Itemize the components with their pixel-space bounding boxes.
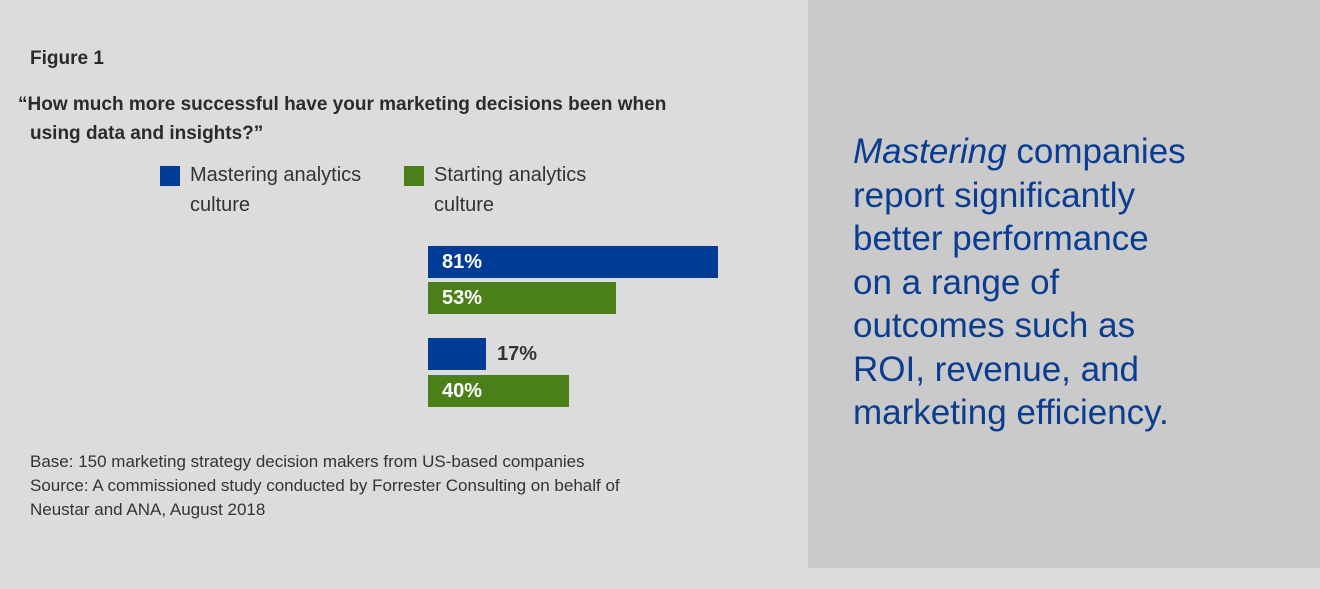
- legend-item-mastering: Mastering analytics culture: [160, 164, 361, 220]
- base-note: Base: 150 marketing strategy decision ma…: [30, 452, 585, 471]
- callout-panel: [808, 0, 1320, 568]
- legend-swatch-starting: [404, 166, 424, 186]
- callout-italic: Mastering: [853, 132, 1007, 171]
- bar-value: 40%: [442, 380, 483, 402]
- legend-label-mastering-2: culture: [190, 194, 251, 216]
- bar-starting-substantially: 53%: [428, 282, 616, 314]
- source-note-1: Source: A commissioned study conducted b…: [30, 476, 620, 495]
- source-note-2: Neustar and ANA, August 2018: [30, 500, 266, 519]
- legend-swatch-mastering: [160, 166, 180, 186]
- bar-starting-slightly: 40%: [428, 375, 569, 407]
- source-notes: Base: 150 marketing strategy decision ma…: [30, 450, 620, 522]
- legend-item-starting: Starting analytics culture: [404, 164, 586, 220]
- chart-question: “How much more successful have your mark…: [18, 90, 778, 148]
- callout-text: Mastering companies report significantly…: [853, 132, 1186, 432]
- bar-value: 17%: [497, 343, 538, 365]
- legend-label-starting-1: Starting analytics: [434, 164, 587, 186]
- legend-label-mastering-1: Mastering analytics: [190, 164, 362, 186]
- figure-panel: Figure 1 “How much more successful have …: [18, 48, 778, 522]
- question-line-2: using data and insights?”: [30, 123, 264, 144]
- bar-value: 53%: [442, 287, 483, 309]
- bar-mastering-slightly: 17%: [428, 338, 537, 370]
- figure-label: Figure 1: [30, 48, 104, 69]
- bar-value: 81%: [442, 251, 483, 273]
- question-line-1: “How much more successful have your mark…: [18, 94, 667, 115]
- legend-label-starting-2: culture: [434, 194, 495, 216]
- bar-mastering-substantially: 81%: [428, 246, 718, 278]
